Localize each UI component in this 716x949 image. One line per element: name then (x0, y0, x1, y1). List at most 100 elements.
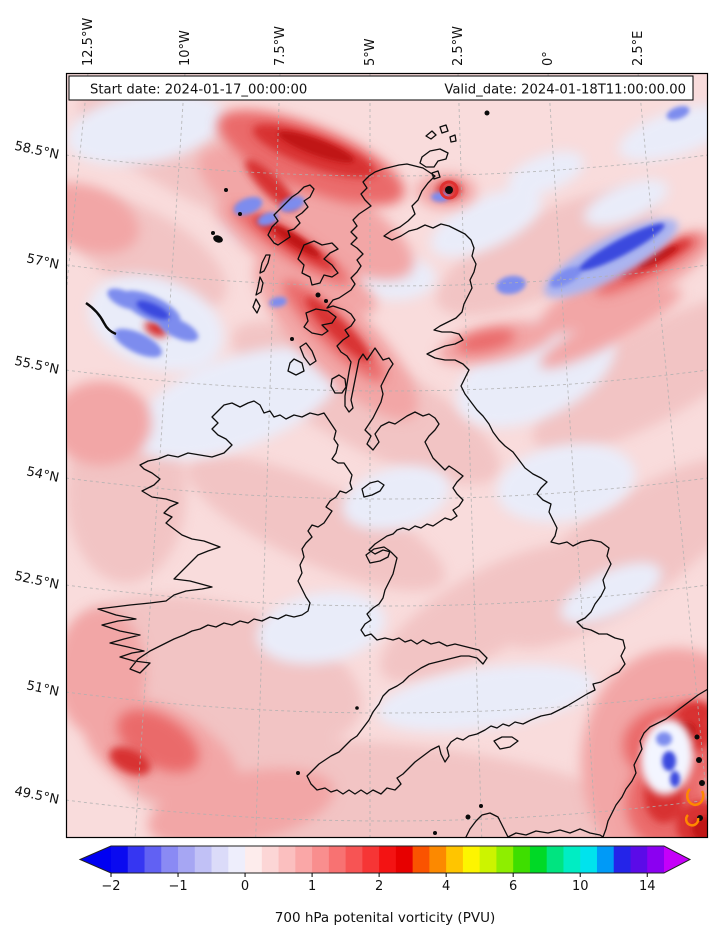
colorbar-segment (630, 846, 648, 873)
coastline-lewis-harris (267, 184, 315, 246)
meridian-line (637, 73, 708, 818)
parallel-line (66, 799, 708, 822)
parallel-line (66, 584, 708, 607)
colorbar-tick-label: 4 (442, 879, 450, 894)
meridian-line (457, 73, 483, 838)
meridian-line (66, 73, 89, 299)
coastline-arran (330, 374, 347, 394)
colorbar-segments (78, 845, 692, 874)
island-eigg (324, 299, 328, 303)
lon-tick-label: 2.5°E (631, 31, 646, 66)
islet-speck-1 (224, 188, 228, 192)
annotation-box: Start date: 2024-01-17_00:00:00 Valid_da… (68, 75, 694, 101)
lat-tick-label: 54°N (25, 464, 60, 485)
lat-tick-label: 52.5°N (13, 569, 60, 593)
longitude-axis-labels: 12.5°W 10°W 7.5°W 5°W 2.5°W 0° 2.5°E (81, 18, 646, 66)
coastline-orkney (419, 124, 457, 180)
lon-tick-label: 2.5°W (451, 26, 466, 66)
se-speck-4 (694, 734, 700, 740)
pv-maxima (272, 131, 708, 838)
parallel-line (66, 369, 708, 392)
colorbar-segment (211, 846, 229, 873)
colorbar-segment (412, 846, 430, 873)
parallel-line (66, 477, 708, 500)
colorbar-segment (479, 846, 498, 873)
colorbar-segment (395, 846, 414, 873)
island-fair-isle (484, 110, 490, 116)
colorbar-segment (462, 846, 481, 873)
island-guernsey (465, 814, 471, 820)
colorbar-over-arrow (664, 846, 690, 873)
coastline-uists (252, 254, 271, 314)
coastline-islay-jura (287, 342, 317, 376)
island-colonsay (290, 337, 294, 341)
island-rum (315, 292, 321, 298)
colorbar-segment (312, 846, 330, 873)
colorbar-segment (111, 846, 129, 873)
latitude-axis-labels: 58.5°N 57°N 55.5°N 54°N 52.5°N 51°N 49.5°N (13, 139, 60, 808)
colorbar-tick-label: 10 (572, 879, 589, 894)
lat-tick-label: 49.5°N (13, 784, 60, 808)
parallel-line (66, 691, 708, 714)
colorbar-tick-label: 14 (639, 879, 656, 894)
lon-tick-label: 10°W (178, 30, 193, 66)
lon-tick-label: 7.5°W (273, 26, 288, 66)
colorbar-segment (278, 846, 296, 873)
colorbar-caption: 700 hPa potenital vorticity (PVU) (275, 910, 495, 926)
pv-orange-contours (684, 788, 705, 827)
parallel-line (66, 264, 708, 287)
colorbar-tick-label: −1 (168, 879, 187, 894)
lon-tick-label: 12.5°W (81, 18, 96, 66)
colorbar-segment (563, 846, 581, 873)
pv-black-filament (85, 301, 117, 336)
coastline-mull (303, 308, 337, 336)
colorbar-segment (178, 846, 196, 873)
islet-speck-3 (211, 231, 215, 235)
se-speck-2 (699, 780, 705, 786)
coastline-isle-of-man (361, 480, 385, 498)
lat-tick-label: 58.5°N (13, 139, 60, 163)
colorbar-segment (429, 846, 447, 873)
vortex-core-dot (445, 186, 453, 194)
coastline-anglesey (365, 546, 391, 564)
colorbar-segment (194, 846, 213, 873)
colorbar-segment (127, 846, 146, 873)
graticule (66, 73, 708, 838)
parallel-line (66, 154, 708, 177)
island-scilly (296, 771, 300, 775)
colorbar-segment (161, 846, 179, 873)
meridian-line (134, 73, 186, 838)
colorbar: −2 −1 0 1 2 4 6 10 14 700 hPa potenital vorticit… (78, 845, 692, 926)
colorbar-segment (261, 846, 280, 873)
meridian-line (547, 73, 597, 838)
lat-tick-label: 55.5°N (13, 354, 60, 378)
colorbar-ticks: −2 −1 0 1 2 4 6 10 14 (101, 873, 656, 894)
lat-tick-label: 57°N (25, 251, 60, 272)
colorbar-segment (228, 846, 246, 873)
coastlines (97, 124, 708, 838)
colorbar-segment (295, 846, 313, 873)
colorbar-under-arrow (80, 846, 111, 873)
colorbar-segment (546, 846, 565, 873)
coastline-france-belgium (465, 688, 708, 838)
colorbar-segment (647, 846, 665, 873)
colorbar-segment (345, 846, 363, 873)
colorbar-segment (379, 846, 397, 873)
colorbar-segment (596, 846, 615, 873)
colorbar-segment (613, 846, 632, 873)
colorbar-tick-label: 0 (241, 879, 249, 894)
coastline-skye (297, 240, 339, 286)
colorbar-segment (328, 846, 347, 873)
vortex-red-ring (439, 180, 459, 200)
colorbar-tick-label: 1 (308, 879, 316, 894)
lat-tick-label: 51°N (25, 678, 60, 699)
coastline-isle-of-wight (493, 736, 519, 750)
coastline-great-britain (306, 163, 626, 795)
islet-speck-2 (238, 212, 242, 216)
coastline-ireland (97, 400, 353, 674)
map-panel: Start date: 2024-01-17_00:00:00 Valid_da… (65, 72, 709, 839)
annotation-box-frame (68, 75, 694, 101)
colorbar-segment (513, 846, 531, 873)
